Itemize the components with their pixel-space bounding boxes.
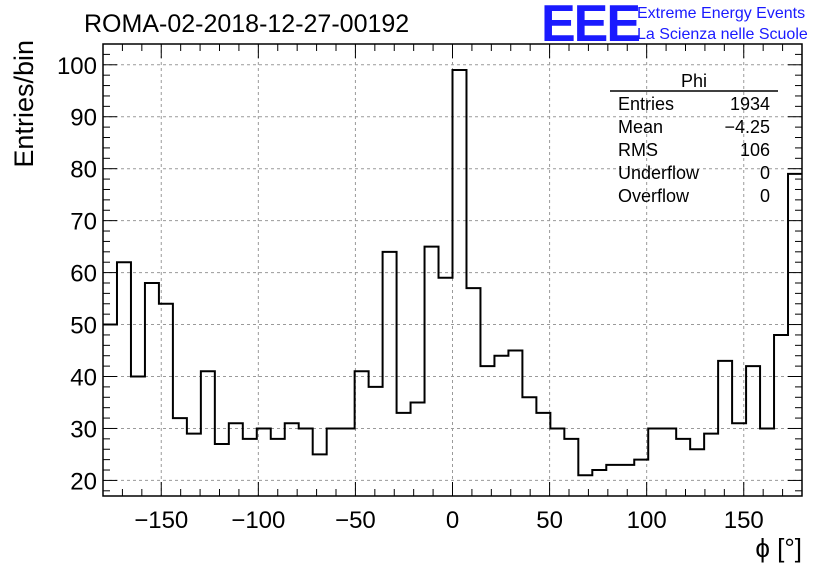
histogram-step-line	[103, 68, 802, 477]
histogram-bin	[355, 371, 369, 496]
histogram-bin	[173, 418, 187, 496]
histogram-bin	[746, 366, 760, 496]
axis-ticks	[102, 43, 803, 496]
histogram-bin	[229, 423, 243, 496]
brand-line-2: La Scienza nelle Scuole	[637, 26, 808, 43]
histogram-bin	[453, 70, 467, 496]
stats-value: 106	[740, 140, 770, 160]
x-tick-label: 100	[627, 507, 667, 534]
histogram-bin	[536, 413, 550, 496]
x-tick-label: 150	[724, 507, 764, 534]
stats-label: Overflow	[618, 186, 690, 206]
x-tick-label: 0	[446, 507, 459, 534]
stats-label: RMS	[618, 140, 658, 160]
histogram-bin	[732, 423, 746, 496]
histogram-bin	[718, 361, 732, 496]
histogram-bin	[704, 434, 718, 496]
histogram-bin	[690, 449, 704, 496]
stats-box: Phi Entries 1934 Mean −4.25 RMS 106 Underflow 0 O…	[610, 71, 778, 206]
tick-labels: −150 −100 −50 0 50 100 150 20 30 40 50 60 70 80 90 100	[57, 53, 764, 534]
x-tick-label: 50	[536, 507, 563, 534]
y-tick-label: 40	[70, 365, 97, 392]
histogram-bin	[662, 428, 676, 496]
brand-line-1: Extreme Energy Events	[637, 5, 806, 22]
stats-value: 0	[760, 186, 770, 206]
y-tick-label: 20	[70, 468, 97, 495]
histogram-bin	[145, 283, 159, 496]
histogram-bin	[578, 475, 592, 496]
histogram-bin	[760, 428, 774, 496]
stats-value: −4.25	[724, 117, 770, 137]
x-tick-label: −100	[231, 507, 285, 534]
y-axis-label: Entries/bin	[9, 40, 39, 168]
y-tick-label: 90	[70, 105, 97, 132]
histogram-bin	[466, 288, 480, 496]
histogram-bin	[788, 174, 802, 496]
histogram-bin	[592, 470, 606, 496]
histogram-bin	[550, 428, 564, 496]
y-tick-label: 100	[57, 53, 97, 80]
histogram-bin	[425, 247, 439, 496]
histogram-bin	[201, 371, 215, 496]
x-tick-label: −50	[335, 507, 376, 534]
histogram-series	[103, 68, 802, 496]
histogram-bin	[243, 439, 257, 496]
eee-logo: EEE	[541, 0, 641, 53]
histogram-bin	[117, 262, 131, 496]
histogram-bin	[187, 434, 201, 496]
histogram-bin	[103, 325, 117, 496]
histogram-bin	[439, 278, 453, 496]
histogram-bin	[606, 465, 620, 496]
histogram-bin	[159, 304, 173, 496]
chart-title: ROMA-02-2018-12-27-00192	[84, 10, 410, 38]
histogram-bin	[620, 465, 634, 496]
histogram-bin	[131, 377, 145, 496]
y-tick-label: 50	[70, 313, 97, 340]
histogram-bin	[313, 454, 327, 496]
histogram-bin	[369, 387, 383, 496]
y-tick-label: 80	[70, 157, 97, 184]
histogram-bin	[299, 428, 313, 496]
histogram-bin	[327, 428, 341, 496]
stats-label: Underflow	[618, 163, 700, 183]
stats-name: Phi	[681, 71, 707, 91]
x-axis-label: ϕ [°]	[755, 533, 802, 563]
histogram-bin	[676, 439, 690, 496]
histogram-bin	[397, 413, 411, 496]
y-tick-label: 60	[70, 261, 97, 288]
histogram-bin	[480, 366, 494, 496]
stats-label: Mean	[618, 117, 663, 137]
histogram-bin	[271, 439, 285, 496]
histogram-bin	[648, 428, 662, 496]
histogram-bin	[508, 351, 522, 496]
stats-label: Entries	[618, 94, 674, 114]
y-tick-label: 30	[70, 416, 97, 443]
histogram-bin	[522, 397, 536, 496]
histogram-bin	[564, 439, 578, 496]
histogram-bin	[285, 423, 299, 496]
x-tick-label: −150	[134, 507, 188, 534]
histogram-bin	[341, 428, 355, 496]
histogram-bin	[774, 335, 788, 496]
histogram-bin	[494, 356, 508, 496]
histogram-bin	[383, 252, 397, 496]
histogram-bin	[257, 428, 271, 496]
histogram-bin	[411, 402, 425, 496]
y-tick-label: 70	[70, 209, 97, 236]
brand-text: Extreme Energy Events La Scienza nelle S…	[637, 3, 808, 45]
histogram-bin	[215, 444, 229, 496]
stats-value: 1934	[730, 94, 770, 114]
histogram-bin	[634, 460, 648, 496]
stats-value: 0	[760, 163, 770, 183]
